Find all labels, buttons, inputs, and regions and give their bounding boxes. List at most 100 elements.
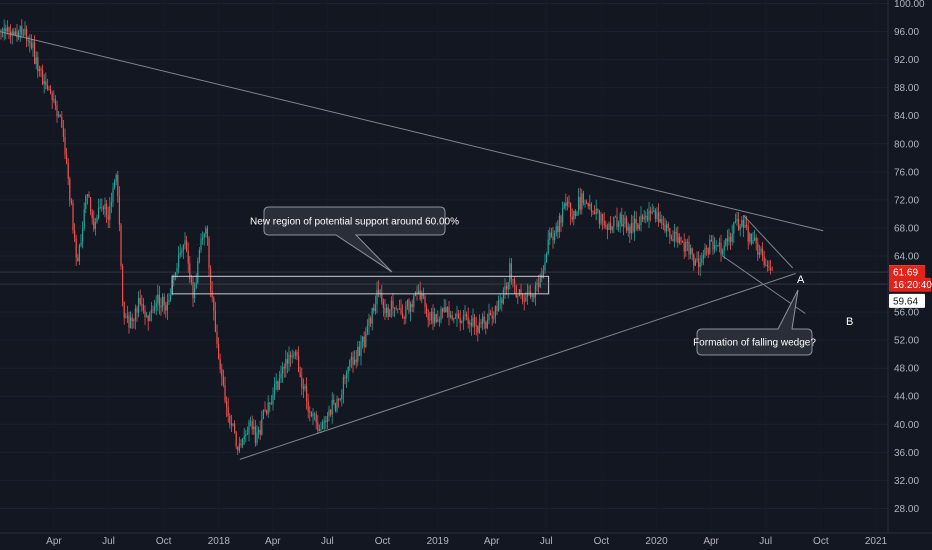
time-tick-label: 2021 xyxy=(865,536,888,547)
candle-body xyxy=(666,224,668,232)
candle-body xyxy=(669,228,671,237)
candle-body xyxy=(746,224,748,227)
candle-body xyxy=(538,282,540,287)
candle-body xyxy=(94,222,96,230)
candle-body xyxy=(394,308,396,309)
candle-body xyxy=(598,210,600,224)
time-axis[interactable]: Apr Jul Oct 2018 Apr Jul Oct 2019 Apr Jul Oct 2020 A… xyxy=(0,532,932,550)
candle-body xyxy=(146,315,148,318)
time-tick-label: Jul xyxy=(540,536,553,547)
candle-body xyxy=(678,237,680,243)
candle-body xyxy=(573,211,575,220)
candle-body xyxy=(131,317,133,322)
candle-body xyxy=(765,264,767,266)
candle-body xyxy=(635,218,637,224)
candle-body xyxy=(160,305,162,308)
support-zone-rectangle[interactable] xyxy=(171,275,550,295)
candle-body xyxy=(515,285,517,298)
price-tag-light xyxy=(889,293,925,308)
price-tick-label: 28.00 xyxy=(894,504,919,515)
candle-body xyxy=(50,89,52,94)
candle-body xyxy=(109,206,111,220)
candle-body xyxy=(37,57,39,72)
candle-body xyxy=(701,258,703,263)
candle-body xyxy=(610,223,612,231)
candle-body xyxy=(686,241,688,243)
candle-body xyxy=(533,294,535,298)
candle-body xyxy=(581,193,583,210)
candle-body xyxy=(395,308,397,309)
candle-body xyxy=(682,241,684,243)
candle-body xyxy=(622,224,624,227)
candle-body xyxy=(294,352,296,356)
price-tick-label: 48.00 xyxy=(894,364,919,375)
candle-body xyxy=(437,319,439,322)
trendline-major-resistance[interactable] xyxy=(0,31,824,232)
candle-body xyxy=(427,313,429,320)
candle-body xyxy=(56,105,58,117)
candle-body xyxy=(408,299,410,312)
candle-body xyxy=(341,394,343,400)
candle-body xyxy=(499,299,501,301)
candle-body xyxy=(434,314,436,324)
candle-body xyxy=(768,266,770,268)
candle-body xyxy=(11,31,13,36)
candle-body xyxy=(126,315,128,318)
candle-body xyxy=(435,314,437,322)
price-tag-text: 59.64 xyxy=(893,296,918,307)
candle-body xyxy=(195,282,197,288)
candle-body xyxy=(142,304,144,311)
candle-body xyxy=(509,263,511,283)
time-tick-label: Oct xyxy=(594,536,610,547)
callout-support-region[interactable]: New region of potential support around 6… xyxy=(250,206,459,273)
candle-body xyxy=(69,178,71,201)
candle-body xyxy=(554,233,556,241)
price-tick-label: 72.00 xyxy=(894,195,919,206)
candle-body xyxy=(342,376,344,395)
candle-body xyxy=(144,310,146,318)
candle-body xyxy=(181,250,183,253)
price-tick-label: 76.00 xyxy=(894,167,919,178)
candle-body xyxy=(374,304,376,312)
candle-body xyxy=(282,366,284,374)
candle-body xyxy=(32,42,34,48)
callout-group[interactable]: New region of potential support around 6… xyxy=(250,206,816,356)
candle-body xyxy=(363,336,365,347)
candle-body xyxy=(168,299,170,302)
price-tick-label: 96.00 xyxy=(894,27,919,38)
time-tick-label: Oct xyxy=(813,536,829,547)
candle-body xyxy=(118,195,120,225)
drawing-tools[interactable]: AB xyxy=(0,31,888,460)
trendline-wedge-upper[interactable] xyxy=(743,214,794,269)
candle-body xyxy=(576,211,578,216)
candle-body xyxy=(557,226,559,232)
candle-body xyxy=(104,204,106,210)
candle-body xyxy=(432,311,434,324)
candle-body xyxy=(490,313,492,316)
price-tag-text: 16:20:40 xyxy=(893,280,932,291)
candle-body xyxy=(760,248,762,253)
time-tick-label: Jul xyxy=(321,536,334,547)
candle-body xyxy=(488,313,490,321)
candle-body xyxy=(614,216,616,218)
candle-body xyxy=(264,409,266,411)
callout-falling-wedge[interactable]: Formation of falling wedge? xyxy=(693,289,816,356)
candle-body xyxy=(114,181,116,189)
time-tick-label: 2018 xyxy=(208,536,231,547)
point-label-b: B xyxy=(846,316,853,328)
candle-body xyxy=(416,292,418,294)
candle-body xyxy=(390,300,392,310)
candle-body xyxy=(706,247,708,249)
candle-body xyxy=(725,238,727,246)
trendline-major-support[interactable] xyxy=(239,273,796,460)
candle-body xyxy=(582,193,584,203)
candle-body xyxy=(696,258,698,261)
candle-body xyxy=(562,208,564,223)
candle-body xyxy=(544,262,546,271)
candle-body xyxy=(314,413,316,415)
candle-body xyxy=(54,99,56,106)
candle-body xyxy=(179,252,181,255)
candle-body xyxy=(602,214,604,221)
